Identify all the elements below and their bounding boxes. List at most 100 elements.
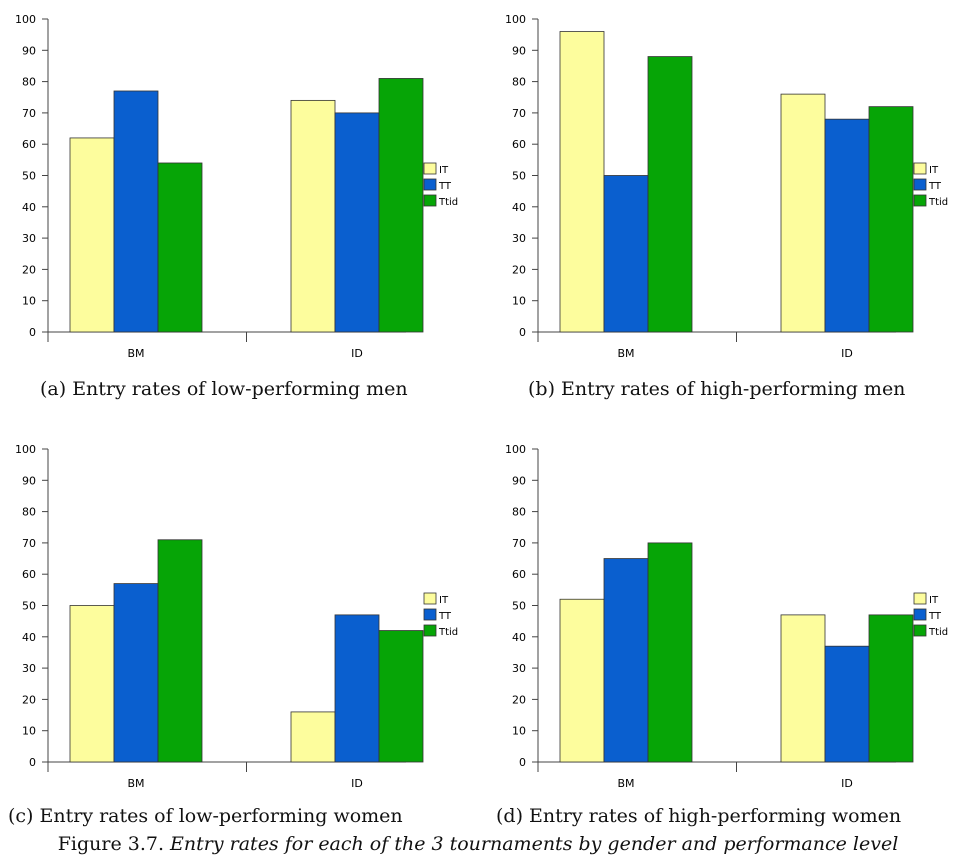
legend-swatch-a-IT: [423, 162, 437, 175]
y-tick-label-d: 70: [512, 537, 526, 550]
bar-a-BM-Ttid: [157, 162, 203, 333]
legend-swatch-d-TT: [913, 608, 927, 621]
caption-c: (c) Entry rates of low-performing women: [8, 805, 403, 827]
y-tick-label-c: 0: [29, 756, 36, 769]
y-tick-label-b: 80: [512, 76, 526, 89]
bar-d-ID-TT: [824, 645, 870, 763]
legend-label-d-IT: IT: [929, 595, 939, 606]
y-tick-label-d: 80: [512, 506, 526, 519]
legend-swatch-b-IT: [913, 162, 927, 175]
caption-a: (a) Entry rates of low-performing men: [40, 378, 408, 400]
y-tick-label-d: 30: [512, 662, 526, 675]
y-tick-label-b: 10: [512, 295, 526, 308]
legend-label-c-TT: TT: [438, 611, 452, 622]
y-tick-label-d: 20: [512, 693, 526, 706]
bar-a-BM-TT: [113, 90, 159, 333]
y-tick-label-d: 40: [512, 631, 526, 644]
legend-swatch-b-Ttid: [913, 194, 927, 207]
bar-b-ID-TT: [824, 118, 870, 333]
y-tick-label-b: 90: [512, 44, 526, 57]
category-label-a: ID: [351, 347, 363, 360]
bar-b-ID-IT: [780, 93, 826, 333]
y-tick-label-d: 10: [512, 725, 526, 738]
legend-label-a-IT: IT: [439, 165, 449, 176]
y-tick-label-a: 40: [22, 201, 36, 214]
y-tick-label-d: 0: [519, 756, 526, 769]
y-tick-label-b: 0: [519, 326, 526, 339]
y-tick-label-a: 80: [22, 76, 36, 89]
bar-d-ID-Ttid: [868, 614, 914, 763]
y-tick-label-c: 70: [22, 537, 36, 550]
legend-swatch-d-IT: [913, 592, 927, 605]
legend-b: IT TT Ttid: [913, 162, 948, 208]
y-tick-label-d: 100: [505, 443, 526, 456]
legend-swatch-a-Ttid: [423, 194, 437, 207]
legend-swatch-b-TT: [913, 178, 927, 191]
y-tick-label-a: 90: [22, 44, 36, 57]
category-label-b: ID: [841, 347, 853, 360]
chart-panel-c: 0 10 20 30 40 50 60 70 80 90 100 BM ID IT TT Ttid: [0, 430, 470, 790]
bar-d-ID-IT: [780, 614, 826, 763]
bar-b-BM-TT: [603, 175, 649, 333]
legend-label-c-Ttid: Ttid: [438, 627, 458, 638]
legend-a: IT TT Ttid: [423, 162, 458, 208]
y-tick-label-d: 50: [512, 600, 526, 613]
legend-label-a-Ttid: Ttid: [438, 197, 458, 208]
bar-a-ID-Ttid: [378, 78, 424, 333]
y-tick-label-a: 0: [29, 326, 36, 339]
y-tick-label-a: 60: [22, 138, 36, 151]
bar-c-ID-IT: [290, 711, 336, 763]
bar-b-BM-Ttid: [647, 56, 693, 333]
chart-panel-a: 0 10 20 30 40 50 60 70 80 90 100 BM ID IT TT Ttid: [0, 0, 470, 360]
bar-d-BM-IT: [559, 598, 605, 763]
legend-d: IT TT Ttid: [913, 592, 948, 638]
y-tick-label-b: 60: [512, 138, 526, 151]
y-tick-label-b: 70: [512, 107, 526, 120]
category-label-d: ID: [841, 777, 853, 790]
y-tick-label-b: 30: [512, 232, 526, 245]
legend-label-d-TT: TT: [928, 611, 942, 622]
y-tick-label-c: 40: [22, 631, 36, 644]
category-label-c: BM: [127, 777, 144, 790]
bar-d-BM-Ttid: [647, 542, 693, 763]
y-tick-label-c: 80: [22, 506, 36, 519]
y-tick-label-b: 100: [505, 13, 526, 26]
bar-d-BM-TT: [603, 558, 649, 763]
chart-panel-d: 0 10 20 30 40 50 60 70 80 90 100 BM ID IT TT Ttid: [490, 430, 956, 790]
legend-c: IT TT Ttid: [423, 592, 458, 638]
y-tick-label-c: 20: [22, 693, 36, 706]
y-tick-label-c: 100: [15, 443, 36, 456]
y-tick-label-c: 10: [22, 725, 36, 738]
legend-label-b-IT: IT: [929, 165, 939, 176]
y-tick-label-c: 50: [22, 600, 36, 613]
legend-swatch-a-TT: [423, 178, 437, 191]
y-tick-label-b: 40: [512, 201, 526, 214]
bar-a-ID-TT: [334, 112, 380, 333]
y-tick-label-a: 70: [22, 107, 36, 120]
y-tick-label-d: 60: [512, 568, 526, 581]
chart-panel-b: 0 10 20 30 40 50 60 70 80 90 100 BM ID IT TT Ttid: [490, 0, 956, 360]
y-tick-label-a: 30: [22, 232, 36, 245]
category-label-c: ID: [351, 777, 363, 790]
y-tick-label-d: 90: [512, 474, 526, 487]
legend-label-b-TT: TT: [928, 181, 942, 192]
legend-swatch-c-Ttid: [423, 624, 437, 637]
chart-svg-a: 0 10 20 30 40 50 60 70 80 90 100 BM ID IT TT Ttid: [15, 13, 458, 360]
legend-swatch-c-IT: [423, 592, 437, 605]
category-label-a: BM: [127, 347, 144, 360]
legend-label-c-IT: IT: [439, 595, 449, 606]
bar-c-BM-Ttid: [157, 539, 203, 763]
bar-c-BM-IT: [69, 605, 115, 763]
y-tick-label-b: 50: [512, 170, 526, 183]
bar-c-ID-TT: [334, 614, 380, 763]
y-tick-label-a: 10: [22, 295, 36, 308]
legend-swatch-d-Ttid: [913, 624, 927, 637]
chart-svg-b: 0 10 20 30 40 50 60 70 80 90 100 BM ID IT TT Ttid: [505, 13, 948, 360]
bar-a-BM-IT: [69, 137, 115, 333]
y-tick-label-c: 30: [22, 662, 36, 675]
bar-c-BM-TT: [113, 583, 159, 763]
caption-b: (b) Entry rates of high-performing men: [528, 378, 906, 400]
figure-caption-text: Entry rates for each of the 3 tournament…: [170, 833, 899, 855]
y-tick-label-c: 90: [22, 474, 36, 487]
chart-svg-c: 0 10 20 30 40 50 60 70 80 90 100 BM ID IT TT Ttid: [15, 443, 458, 790]
